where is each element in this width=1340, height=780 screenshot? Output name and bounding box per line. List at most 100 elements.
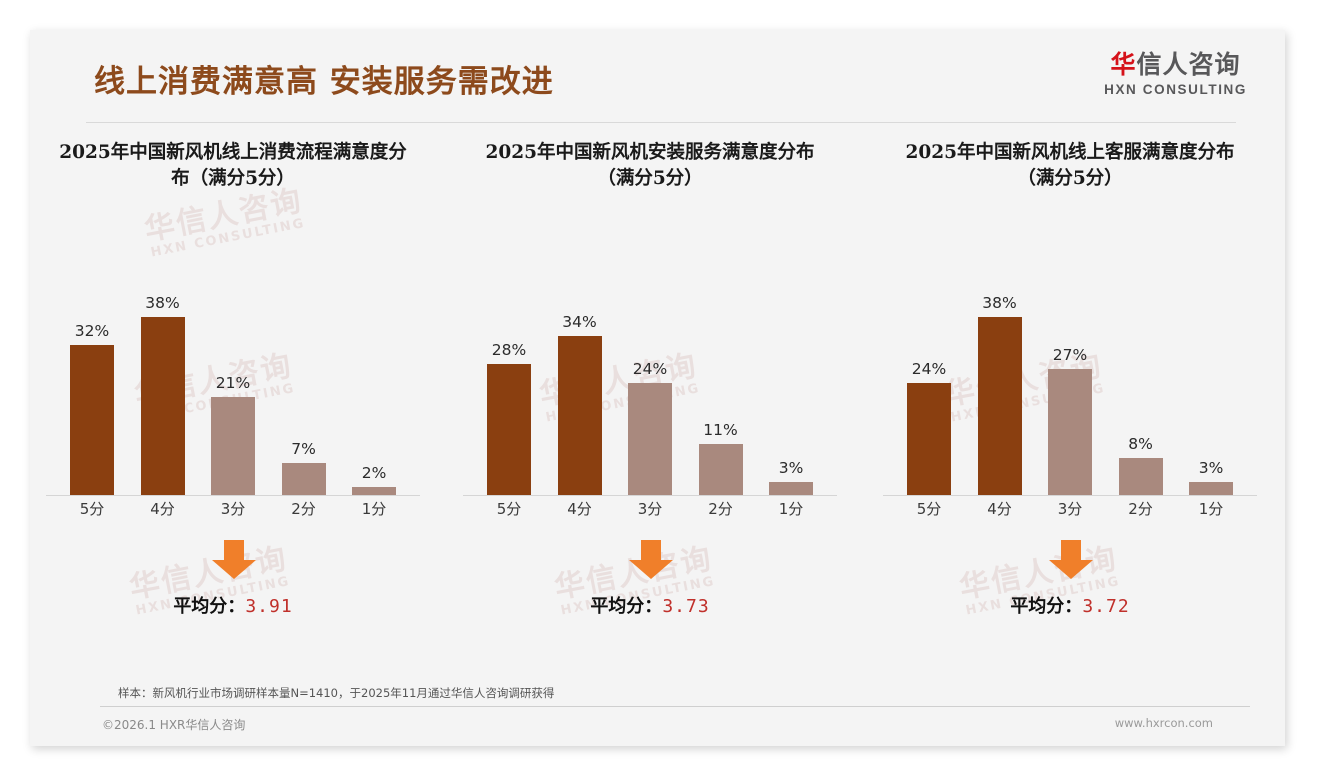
bar [352,486,396,496]
bar-item: 8% [1109,246,1173,496]
bar [1118,458,1163,496]
bar [211,397,255,496]
chart-panel-1: 2025年中国新风机安装服务满意度分布（满分5分） 28% 34% 24% 11% 3%… [455,140,845,660]
chart-title: 2025年中国新风机线上客服满意度分布（满分5分） [905,142,1235,190]
category-labels: 5分 4分 3分 2分 1分 [897,498,1243,519]
category-labels: 5分 4分 3分 2分 1分 [60,498,406,519]
bar-value-label: 38% [145,293,180,312]
average-value: 3.91 [245,596,293,617]
bar-value-label: 38% [982,293,1017,312]
bar-value-label: 24% [911,359,947,378]
down-arrow-icon [629,540,673,579]
bar-value-label: 21% [215,374,251,392]
slide-header: 线上消费满意高 安装服务需改进 华信人咨询 HXN CONSULTING [30,30,1285,123]
bar-item: 38% [968,246,1032,496]
slide-footer: ©2026.1 HXR华信人咨询 www.hxrcon.com [30,714,1285,746]
bar-value-label: 27% [1052,345,1088,364]
category-label: 2分 [291,500,316,518]
average-value: 3.72 [1082,596,1130,617]
bar-value-label: 24% [632,359,668,378]
category-label: 4分 [987,500,1012,518]
bar [281,463,326,496]
average-score: 平均分：3.72 [875,592,1265,618]
category-label: 1分 [361,500,387,518]
average-score: 平均分：3.91 [38,592,428,618]
bar-item: 24% [618,246,682,496]
bar-item: 2% [342,246,406,496]
x-axis-line [883,495,1257,496]
bar-item: 34% [548,246,612,496]
chart-panel-2: 2025年中国新风机线上客服满意度分布（满分5分） 24% 38% 27% 8% 3% … [875,140,1265,660]
bar [1189,481,1233,496]
website-url: www.hxrcon.com [1114,716,1213,730]
bar-item: 28% [477,246,541,496]
category-label: 3分 [1057,500,1083,518]
bar [698,444,743,496]
bar-item: 3% [759,246,823,496]
slide-canvas: 线上消费满意高 安装服务需改进 华信人咨询 HXN CONSULTING 华信人… [30,30,1285,746]
bar-value-label: 8% [1128,435,1153,454]
category-labels: 5分 4分 3分 2分 1分 [477,498,823,519]
category-label: 5分 [916,500,942,518]
bar [769,481,813,496]
average-value: 3.73 [662,596,710,617]
average-label: 平均分： [1010,596,1083,617]
bar [977,316,1022,496]
category-label: 5分 [496,500,522,518]
average-block-0: 平均分：3.91 [38,540,428,650]
bar-item: 38% [131,246,195,496]
bar-group: 28% 34% 24% 11% 3% [477,246,823,496]
logo-rest-chars: 信人咨询 [1136,50,1241,79]
category-label: 3分 [220,500,246,518]
header-divider [86,122,1236,123]
bar-value-label: 11% [703,421,738,440]
charts-container: 2025年中国新风机线上消费流程满意度分布（满分5分） 32% 38% 21% 7% 2… [30,140,1285,660]
bar [907,382,951,496]
average-label: 平均分： [173,596,246,617]
bar [140,316,185,496]
bar-value-label: 28% [491,341,527,359]
logo-chinese-text: 华信人咨询 [1104,52,1247,77]
category-label: 1分 [778,500,804,518]
bar [628,382,672,496]
logo-accent-char: 华 [1110,50,1137,79]
page-title: 线上消费满意高 安装服务需改进 [94,64,554,100]
bar-item: 32% [60,246,124,496]
bar-item: 27% [1038,246,1102,496]
bar-chart-1: 28% 34% 24% 11% 3% 5分 4分 3分 2分 1分 [455,246,845,518]
bar [487,364,531,496]
average-block-2: 平均分：3.72 [875,540,1265,650]
category-label: 3分 [637,500,663,518]
source-note: 样本：新风机行业市场调研样本量N=1410，于2025年11月通过华信人咨询调研… [118,686,555,700]
average-block-1: 平均分：3.73 [455,540,845,650]
bar-item: 21% [201,246,265,496]
bar-value-label: 2% [361,463,387,482]
category-label: 2分 [708,500,733,518]
chart-title: 2025年中国新风机安装服务满意度分布（满分5分） [485,142,815,190]
bar-item: 24% [897,246,961,496]
company-logo: 华信人咨询 HXN CONSULTING [1104,52,1247,97]
bar-value-label: 3% [1198,458,1224,477]
category-label: 4分 [150,500,175,518]
bar-item: 11% [689,246,753,496]
bar-value-label: 3% [778,458,804,477]
category-label: 1分 [1198,500,1224,518]
bar-chart-2: 24% 38% 27% 8% 3% 5分 4分 3分 2分 1分 [875,246,1265,518]
average-score: 平均分：3.73 [455,592,845,618]
x-axis-line [463,495,837,496]
average-label: 平均分： [590,596,663,617]
copyright-text: ©2026.1 HXR华信人咨询 [102,718,246,732]
bar-value-label: 32% [74,322,110,341]
bar-item: 7% [272,246,336,496]
bar [1048,368,1092,496]
footer-divider [100,706,1250,707]
x-axis-line [46,495,420,496]
bar-chart-0: 32% 38% 21% 7% 2% 5分 4分 3分 2分 1分 [38,246,428,518]
down-arrow-icon [1049,540,1093,579]
category-label: 2分 [1128,500,1153,518]
bar [557,335,602,496]
bar-value-label: 34% [562,312,597,331]
chart-panel-0: 2025年中国新风机线上消费流程满意度分布（满分5分） 32% 38% 21% 7% 2… [38,140,428,660]
category-label: 4分 [567,500,592,518]
bar-item: 3% [1179,246,1243,496]
